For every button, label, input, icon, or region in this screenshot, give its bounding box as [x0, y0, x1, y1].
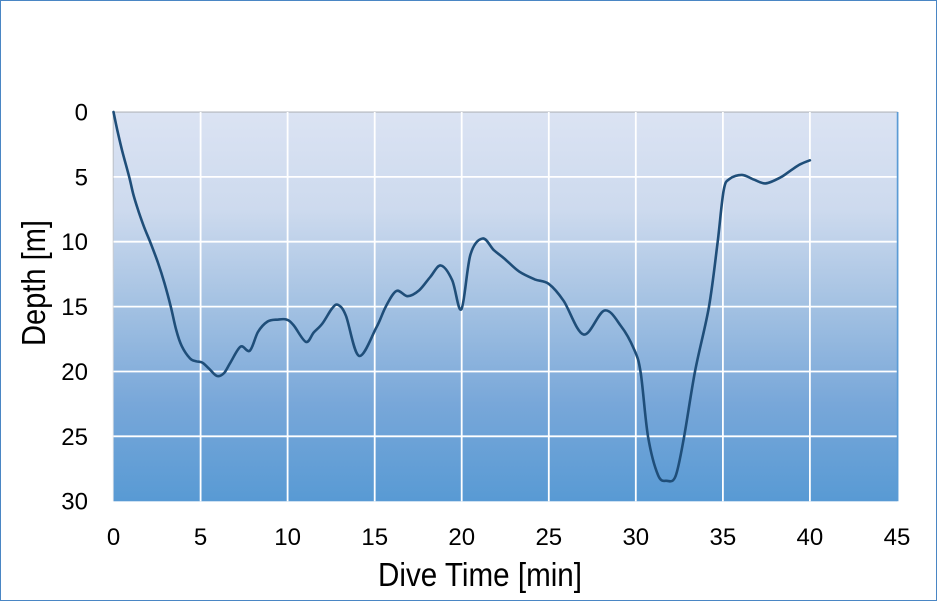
svg-text:25: 25 — [535, 524, 562, 551]
svg-text:35: 35 — [710, 524, 737, 551]
svg-text:25: 25 — [61, 424, 88, 451]
svg-text:0: 0 — [75, 100, 88, 127]
svg-text:45: 45 — [884, 524, 911, 551]
svg-text:10: 10 — [61, 229, 88, 256]
svg-text:15: 15 — [61, 294, 88, 321]
svg-text:5: 5 — [75, 164, 88, 191]
svg-text:Dive Time [min]: Dive Time [min] — [378, 556, 582, 593]
svg-text:30: 30 — [61, 489, 88, 516]
svg-text:0: 0 — [107, 524, 120, 551]
svg-text:5: 5 — [194, 524, 207, 551]
svg-text:10: 10 — [274, 524, 301, 551]
svg-text:15: 15 — [361, 524, 388, 551]
svg-text:20: 20 — [61, 359, 88, 386]
svg-text:40: 40 — [797, 524, 824, 551]
svg-text:30: 30 — [622, 524, 649, 551]
svg-text:20: 20 — [448, 524, 475, 551]
svg-text:Depth [m]: Depth [m] — [15, 220, 52, 346]
